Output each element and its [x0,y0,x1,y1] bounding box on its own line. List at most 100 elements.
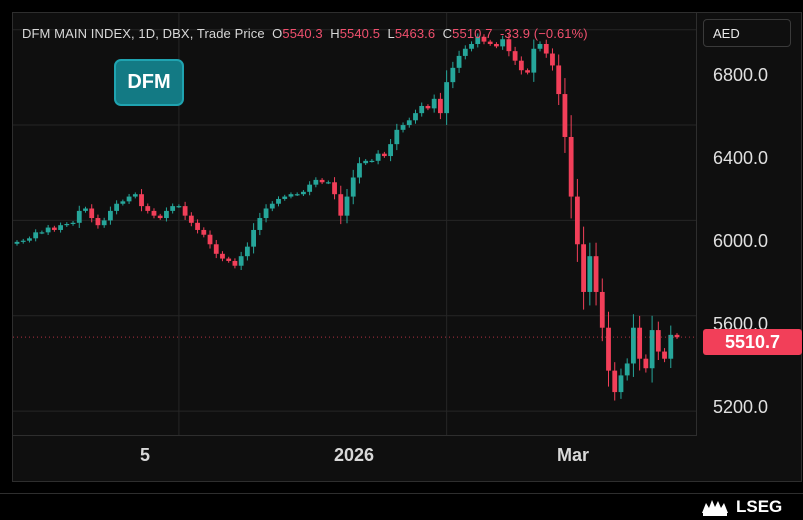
candle-body [456,55,462,68]
candle-body [263,208,269,219]
candle-body [631,327,636,364]
candle-body [518,60,524,71]
candle-body [512,51,518,61]
x-tick-label: 2026 [333,445,375,465]
candle-body [58,225,63,230]
candle-body [357,163,362,178]
candle-body [288,194,294,197]
change-value: -33.9 (−0.61%) [499,26,588,41]
candle-body [388,144,393,157]
candle-body [269,203,275,209]
candle-body [674,334,680,338]
candle-body [637,327,643,359]
candle-body [531,48,537,73]
candle-body [624,363,630,376]
candle-body [381,153,387,157]
candle-body [419,105,425,114]
candle-body [107,210,113,221]
candle-body [350,177,356,197]
candle-body [294,194,300,196]
candle-body [655,330,661,352]
x-tick-label: Mar [556,445,590,465]
close-label: C [442,26,453,41]
high-label: H [330,26,340,41]
candle-body [487,41,493,44]
candle-body [537,43,543,49]
candle-body [394,129,400,145]
candle-body [151,210,157,216]
candle-body [207,234,213,245]
candle-body [506,39,512,52]
candle-body [550,53,555,66]
candle-body [668,334,674,359]
y-tick-label: 6400.0 [713,148,769,168]
y-tick-label: 5200.0 [713,397,769,417]
candle-body [251,229,257,247]
candle-body [525,70,530,73]
candle-body [132,194,138,197]
candle-body [462,48,468,56]
ohlc-legend: DFM MAIN INDEX, 1D, DBX, Trade Price O55… [22,26,588,41]
candle-body [338,194,344,216]
candle-body [114,203,120,211]
candle-body [232,260,238,266]
candle-body [425,105,431,109]
y-tick-label: 6800.0 [713,65,769,85]
candle-body [431,98,437,109]
candle-body [226,258,232,261]
low-value: 5463.6 [394,26,436,41]
candle-body [612,370,618,393]
candle-body [543,43,549,54]
low-label: L [387,26,395,41]
open-label: O [272,26,283,41]
plot-area[interactable] [13,13,697,436]
chart-panel: DFM MAIN INDEX, 1D, DBX, Trade Price O55… [12,12,802,482]
high-value: 5540.5 [339,26,381,41]
candlestick-chart [13,13,696,435]
last-price-tag: 5510.7 [703,329,802,355]
candle-body [95,218,101,226]
candle-body [220,253,225,259]
candle-body [662,351,667,359]
candle-body [593,256,599,292]
candle-body [406,120,412,126]
candle-body [64,224,70,226]
candle-body [649,330,655,369]
candle-body [201,229,207,235]
candle-body [581,244,587,292]
candle-body [500,39,506,47]
x-tick-label: 5 [139,445,151,465]
candle-body [89,208,95,219]
candle-body [83,208,88,211]
candle-body [145,206,151,211]
candle-body [469,43,474,49]
candle-body [244,246,250,257]
candle-body [444,82,450,114]
candle-body [618,375,624,393]
candle-body [475,36,481,44]
candle-body [188,215,194,223]
candle-body [51,227,57,230]
candle-body [276,198,281,204]
candle-body [33,232,39,239]
candle-body [332,182,337,195]
footer-divider [0,493,803,494]
candle-body [301,191,306,195]
candle-body [599,291,605,328]
candle-body [282,196,288,199]
y-tick-label: 6000.0 [713,231,769,251]
candle-body [307,184,313,192]
candle-body [170,206,176,211]
candle-body [101,220,107,226]
close-value: 5510.7 [452,26,493,41]
candle-body [120,201,126,204]
candle-body [363,160,369,164]
candle-body [195,222,200,230]
candle-body [238,256,244,266]
candle-body [437,98,443,114]
candle-body [14,241,20,244]
currency-selector[interactable]: AED [703,19,791,47]
candle-body [481,36,487,42]
candle-body [157,215,163,219]
candle-body [70,222,76,225]
